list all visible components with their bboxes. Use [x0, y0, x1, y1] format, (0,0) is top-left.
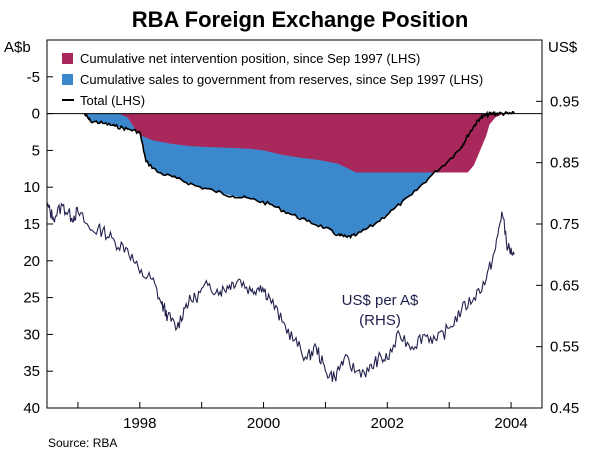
- legend-label-sales-to-government: Cumulative sales to government from rese…: [80, 72, 483, 87]
- legend-swatch-sales-to-government: [62, 74, 73, 85]
- line-layer: [46, 110, 542, 382]
- annotation-rhs: (RHS): [359, 312, 401, 329]
- line-total: [83, 110, 515, 240]
- left-tick-label: -5: [27, 69, 40, 86]
- right-axis-label: US$: [548, 39, 578, 56]
- x-tick-label: 2004: [494, 415, 527, 432]
- left-tick-label: 10: [23, 179, 40, 196]
- x-tick-label: 2000: [247, 415, 280, 432]
- left-tick-label: 25: [23, 290, 40, 307]
- area-layer: [84, 113, 515, 238]
- right-tick-label: 0.55: [550, 339, 579, 356]
- left-tick-label: 35: [23, 363, 40, 380]
- x-tick-label: 1998: [123, 415, 156, 432]
- right-tick-label: 0.65: [550, 277, 579, 294]
- area-net-intervention: [121, 113, 515, 173]
- left-axis-label: A$b: [4, 39, 31, 56]
- right-tick-label: 0.85: [550, 155, 579, 172]
- legend: Cumulative net intervention position, si…: [62, 51, 483, 108]
- legend-swatch-net-intervention: [62, 53, 73, 64]
- source-note: Source: RBA: [48, 436, 117, 450]
- annotation-exchange-rate: US$ per A$: [342, 292, 419, 309]
- x-tick-label: 2002: [371, 415, 404, 432]
- left-tick-label: 40: [23, 400, 40, 417]
- x-axis: 1998 2000 2002 2004: [77, 402, 528, 432]
- legend-label-net-intervention: Cumulative net intervention position, si…: [80, 51, 420, 66]
- right-tick-label: 0.45: [550, 400, 579, 417]
- left-tick-label: 0: [32, 106, 40, 123]
- right-tick-label: 0.95: [550, 93, 579, 110]
- left-tick-label: 30: [23, 326, 40, 343]
- left-tick-label: 15: [23, 216, 40, 233]
- right-axis: 0.95 0.85 0.75 0.65 0.55 0.45: [536, 93, 579, 417]
- left-tick-label: 5: [32, 142, 40, 159]
- chart-title: RBA Foreign Exchange Position: [132, 7, 469, 32]
- line-exchange-rate: [46, 202, 515, 382]
- legend-label-total: Total (LHS): [80, 93, 145, 108]
- left-tick-label: 20: [23, 253, 40, 270]
- right-tick-label: 0.75: [550, 216, 579, 233]
